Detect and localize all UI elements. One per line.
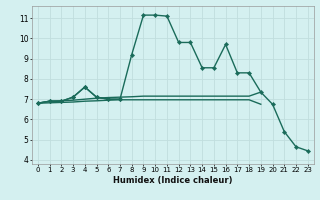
X-axis label: Humidex (Indice chaleur): Humidex (Indice chaleur): [113, 176, 233, 185]
